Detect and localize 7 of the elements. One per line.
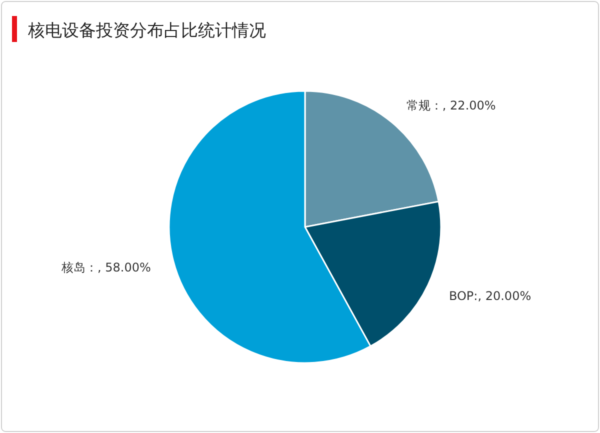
- data-label: :, 20.00%: [474, 288, 532, 303]
- slice-label: BOP: [448, 288, 474, 303]
- slice-label: 常规: [406, 98, 430, 112]
- slice-label: 核岛: [60, 260, 86, 275]
- data-label: ：, 22.00%: [430, 98, 496, 112]
- chart-title: 核电设备投资分布占比统计情况: [27, 21, 266, 41]
- data-label: ：, 58.00%: [85, 260, 151, 275]
